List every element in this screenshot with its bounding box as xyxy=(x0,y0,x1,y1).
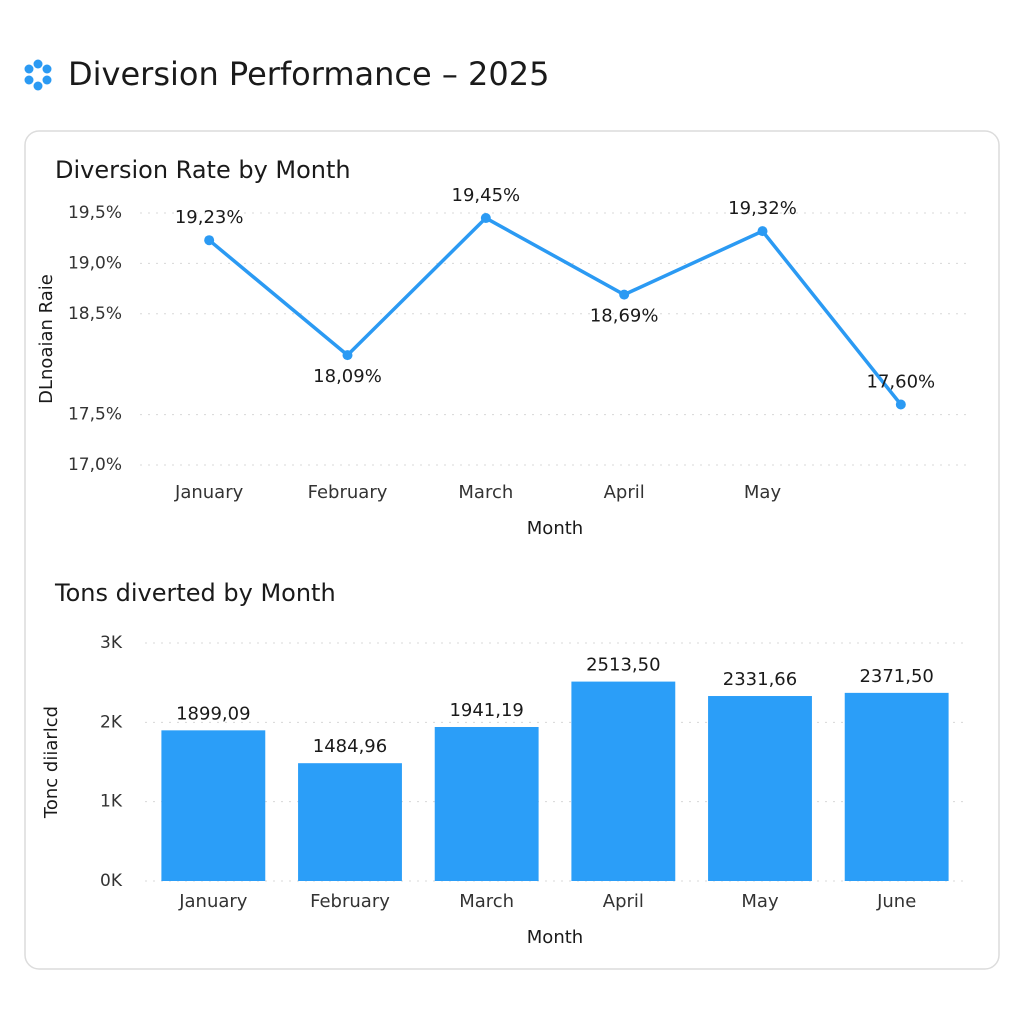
data-label: 19,32% xyxy=(728,198,797,219)
chart-title: Diversion Rate by Month xyxy=(55,156,351,184)
bar xyxy=(708,696,812,881)
y-tick-label: 19,5% xyxy=(68,203,122,223)
data-label: 18,69% xyxy=(590,306,659,327)
line xyxy=(208,215,903,406)
data-label: 2513,50 xyxy=(586,655,660,676)
bar xyxy=(161,730,266,881)
bar xyxy=(298,763,402,881)
y-tick-label: 2K xyxy=(100,712,123,732)
x-tick-label: January xyxy=(174,482,244,503)
point xyxy=(895,399,906,410)
data-label: 19,45% xyxy=(452,185,521,206)
point xyxy=(757,226,768,237)
x-tick-label: May xyxy=(744,482,782,503)
point xyxy=(204,235,215,246)
data-label: 17,60% xyxy=(867,372,936,393)
x-tick-label: April xyxy=(604,482,645,503)
x-tick-label: June xyxy=(876,891,916,912)
x-tick-label: February xyxy=(308,482,388,503)
x-axis-label: Month xyxy=(527,518,583,539)
x-tick-label: January xyxy=(178,891,248,912)
data-label: 1484,96 xyxy=(313,736,387,757)
x-tick-label: May xyxy=(741,891,779,912)
x-axis-label: Month xyxy=(527,927,583,948)
x-tick-label: March xyxy=(458,482,513,503)
y-tick-label: 17,0% xyxy=(68,455,122,475)
chart-title: Tons diverted by Month xyxy=(54,579,336,607)
x-tick-label: February xyxy=(310,891,390,912)
data-label: 18,09% xyxy=(313,366,382,387)
y-tick-label: 17,5% xyxy=(68,405,122,425)
page-title: Diversion Performance – 2025 xyxy=(68,55,549,93)
y-tick-label: 1K xyxy=(100,792,123,812)
x-tick-label: March xyxy=(459,891,514,912)
y-axis-label: Tonc diiarlcd xyxy=(41,706,62,819)
bar xyxy=(844,692,949,881)
data-label: 1941,19 xyxy=(449,700,523,721)
bar xyxy=(571,681,676,881)
data-label: 19,23% xyxy=(175,207,244,228)
y-tick-label: 3K xyxy=(100,633,123,653)
y-tick-label: 0K xyxy=(100,871,123,891)
point xyxy=(342,350,353,361)
data-label: 2331,66 xyxy=(723,669,797,690)
y-tick-label: 19,0% xyxy=(68,253,122,273)
data-label: 1899,09 xyxy=(176,703,250,724)
y-axis-label: DLnoaian Raie xyxy=(36,274,57,404)
point xyxy=(619,289,630,300)
y-tick-label: 18,5% xyxy=(68,304,122,324)
point xyxy=(480,213,491,224)
bar xyxy=(434,726,539,881)
x-tick-label: April xyxy=(603,891,644,912)
data-label: 2371,50 xyxy=(859,666,933,687)
logo-icon xyxy=(24,59,52,91)
